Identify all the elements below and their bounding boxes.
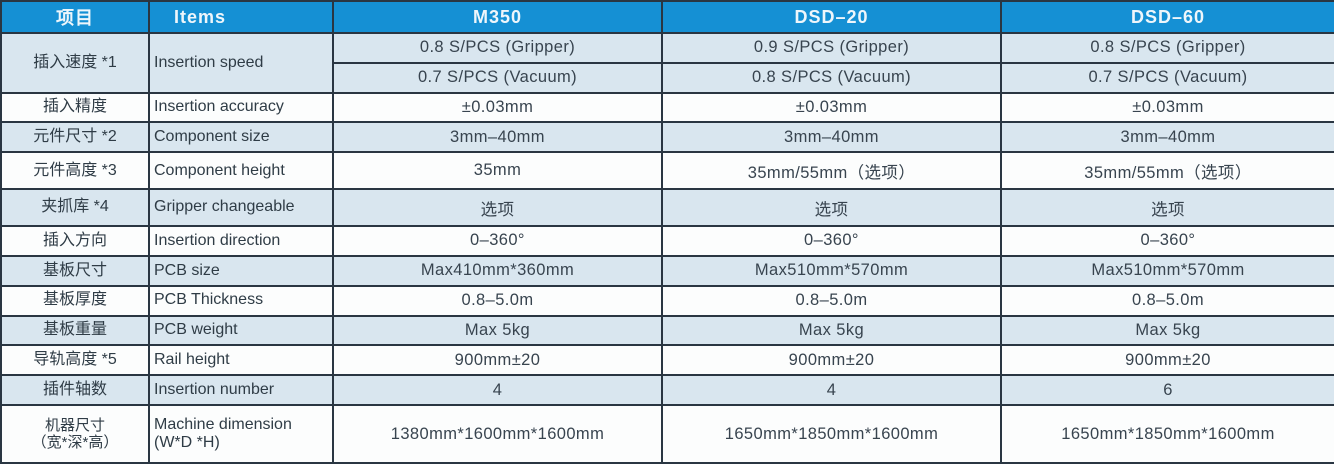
label-cn-gripper-changeable: 夹抓库 *4 <box>0 188 150 228</box>
label-cn-machine-dimension: 机器尺寸 （宽*深*高） <box>0 404 150 464</box>
label-cn-insertion-accuracy: 插入精度 <box>0 91 150 124</box>
header-model-dsd20: DSD–20 <box>661 0 1002 34</box>
label-cn-component-height: 元件高度 *3 <box>0 151 150 191</box>
value-dsd20-speed-gripper: 0.9 S/PCS (Gripper) <box>661 32 1002 64</box>
value-dsd60-pcb-thickness: 0.8–5.0m <box>1000 284 1334 317</box>
value-dsd60-speed-gripper: 0.8 S/PCS (Gripper) <box>1000 32 1334 64</box>
header-items-cn: 项目 <box>0 0 150 34</box>
value-dsd20-rail-height: 900mm±20 <box>661 344 1002 377</box>
value-dsd60-speed-vacuum: 0.7 S/PCS (Vacuum) <box>1000 61 1334 94</box>
label-en-insertion-accuracy: Insertion accuracy <box>148 91 334 124</box>
label-en-pcb-weight: PCB weight <box>148 314 334 347</box>
label-en-insertion-number: Insertion number <box>148 374 334 406</box>
label-en-insertion-speed: Insertion speed <box>148 32 334 94</box>
value-m350-pcb-thickness: 0.8–5.0m <box>332 284 663 317</box>
row-machine-dimension: 机器尺寸 （宽*深*高） Machine dimension (W*D *H) … <box>0 404 1334 464</box>
value-dsd20-component-size: 3mm–40mm <box>661 121 1002 154</box>
value-dsd60-component-size: 3mm–40mm <box>1000 121 1334 154</box>
value-dsd20-machine-dimension: 1650mm*1850mm*1600mm <box>661 404 1002 464</box>
value-dsd20-pcb-weight: Max 5kg <box>661 314 1002 347</box>
row-pcb-weight: 基板重量 PCB weight Max 5kg Max 5kg Max 5kg <box>0 314 1334 347</box>
value-dsd60-insertion-number: 6 <box>1000 374 1334 406</box>
row-pcb-size: 基板尺寸 PCB size Max410mm*360mm Max510mm*57… <box>0 254 1334 287</box>
value-m350-component-height: 35mm <box>332 151 663 191</box>
label-en-insertion-direction: Insertion direction <box>148 225 334 257</box>
value-m350-machine-dimension: 1380mm*1600mm*1600mm <box>332 404 663 464</box>
row-pcb-thickness: 基板厚度 PCB Thickness 0.8–5.0m 0.8–5.0m 0.8… <box>0 284 1334 317</box>
row-component-size: 元件尺寸 *2 Component size 3mm–40mm 3mm–40mm… <box>0 121 1334 154</box>
label-en-pcb-thickness: PCB Thickness <box>148 284 334 317</box>
label-en-component-size: Component size <box>148 121 334 154</box>
header-row: 项目 Items M350 DSD–20 DSD–60 <box>0 0 1334 34</box>
header-items-en: Items <box>148 0 334 34</box>
row-component-height: 元件高度 *3 Component height 35mm 35mm/55mm（… <box>0 151 1334 191</box>
value-m350-speed-vacuum: 0.7 S/PCS (Vacuum) <box>332 61 663 94</box>
label-en-component-height: Component height <box>148 151 334 191</box>
value-dsd60-gripper: 选项 <box>1000 188 1334 228</box>
value-dsd60-accuracy: ±0.03mm <box>1000 91 1334 124</box>
value-dsd60-component-height: 35mm/55mm（选项） <box>1000 151 1334 191</box>
label-en-gripper-changeable: Gripper changeable <box>148 188 334 228</box>
label-cn-pcb-weight: 基板重量 <box>0 314 150 347</box>
label-cn-component-size: 元件尺寸 *2 <box>0 121 150 154</box>
value-dsd20-insertion-number: 4 <box>661 374 1002 406</box>
value-dsd60-direction: 0–360° <box>1000 225 1334 257</box>
label-en-rail-height: Rail height <box>148 344 334 377</box>
value-m350-component-size: 3mm–40mm <box>332 121 663 154</box>
row-insertion-number: 插件轴数 Insertion number 4 4 6 <box>0 374 1334 406</box>
value-dsd20-component-height: 35mm/55mm（选项） <box>661 151 1002 191</box>
value-dsd60-rail-height: 900mm±20 <box>1000 344 1334 377</box>
value-m350-rail-height: 900mm±20 <box>332 344 663 377</box>
label-en-machine-dimension: Machine dimension (W*D *H) <box>148 404 334 464</box>
value-m350-pcb-size: Max410mm*360mm <box>332 254 663 287</box>
row-insertion-accuracy: 插入精度 Insertion accuracy ±0.03mm ±0.03mm … <box>0 91 1334 124</box>
value-m350-speed-gripper: 0.8 S/PCS (Gripper) <box>332 32 663 64</box>
value-m350-direction: 0–360° <box>332 225 663 257</box>
label-cn-insertion-number: 插件轴数 <box>0 374 150 406</box>
label-cn-rail-height: 导轨高度 *5 <box>0 344 150 377</box>
value-dsd20-pcb-thickness: 0.8–5.0m <box>661 284 1002 317</box>
row-insertion-speed-gripper: 插入速度 *1 Insertion speed 0.8 S/PCS (Gripp… <box>0 32 1334 94</box>
label-cn-pcb-size: 基板尺寸 <box>0 254 150 287</box>
value-dsd20-accuracy: ±0.03mm <box>661 91 1002 124</box>
row-rail-height: 导轨高度 *5 Rail height 900mm±20 900mm±20 90… <box>0 344 1334 377</box>
header-model-dsd60: DSD–60 <box>1000 0 1334 34</box>
value-m350-accuracy: ±0.03mm <box>332 91 663 124</box>
value-dsd60-machine-dimension: 1650mm*1850mm*1600mm <box>1000 404 1334 464</box>
value-m350-pcb-weight: Max 5kg <box>332 314 663 347</box>
row-insertion-direction: 插入方向 Insertion direction 0–360° 0–360° 0… <box>0 225 1334 257</box>
value-dsd20-gripper: 选项 <box>661 188 1002 228</box>
label-en-pcb-size: PCB size <box>148 254 334 287</box>
label-cn-insertion-direction: 插入方向 <box>0 225 150 257</box>
row-gripper-changeable: 夹抓库 *4 Gripper changeable 选项 选项 选项 <box>0 188 1334 228</box>
value-dsd20-direction: 0–360° <box>661 225 1002 257</box>
row-insertion-speed-vacuum: 0.7 S/PCS (Vacuum) 0.8 S/PCS (Vacuum) 0.… <box>1 61 1334 94</box>
value-dsd60-pcb-weight: Max 5kg <box>1000 314 1334 347</box>
header-model-m350: M350 <box>332 0 663 34</box>
label-cn-insertion-speed: 插入速度 *1 <box>0 32 150 94</box>
value-m350-insertion-number: 4 <box>332 374 663 406</box>
label-cn-pcb-thickness: 基板厚度 <box>0 284 150 317</box>
value-m350-gripper: 选项 <box>332 188 663 228</box>
value-dsd20-pcb-size: Max510mm*570mm <box>661 254 1002 287</box>
value-dsd20-speed-vacuum: 0.8 S/PCS (Vacuum) <box>661 61 1002 94</box>
value-dsd60-pcb-size: Max510mm*570mm <box>1000 254 1334 287</box>
